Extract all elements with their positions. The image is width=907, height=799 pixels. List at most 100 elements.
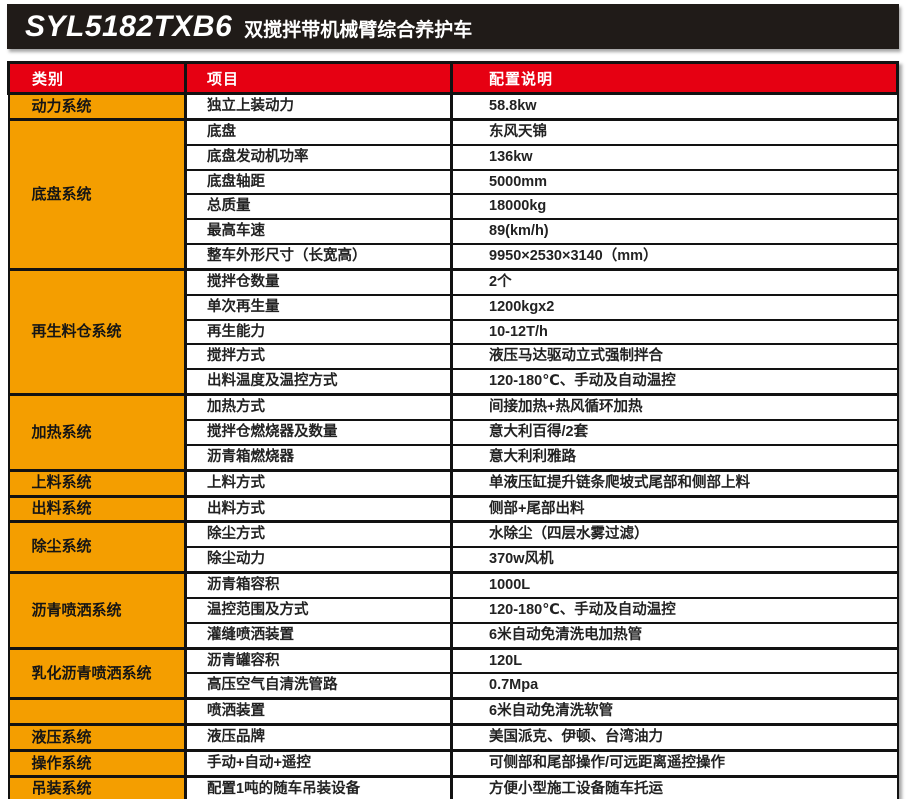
item-cell: 沥青箱容积 [184,571,453,599]
spec-row: 最高车速 89(km/h) [9,218,899,246]
spec-cell: 6米自动免清洗电加热管 [450,621,899,650]
spec-row: 总质量 18000kg [9,193,899,221]
category-cell: 吊装系统 [7,774,187,799]
item-cell: 搅拌仓数量 [184,267,453,296]
spec-cell: 10-12T/h [450,318,899,346]
spec-table-body: 动力系统 独立上装动力 58.8kw 底盘系统 底盘 东风天锦 底盘发动机功率 136kw 底盘… [7,92,899,799]
item-cell: 手动+自动+遥控 [184,748,453,778]
item-cell: 温控范围及方式 [184,596,453,624]
item-cell: 整车外形尺寸（长宽高） [184,243,453,271]
category-cell: 上料系统 [7,468,187,497]
spec-cell: 0.7Mpa [450,672,899,700]
category-cell: 动力系统 [7,92,187,121]
spec-row: 底盘发动机功率 136kw [9,143,899,171]
spec-cell: 18000kg [450,193,899,221]
item-cell: 最高车速 [184,218,453,246]
spec-row: 除尘动力 370w风机 [9,546,899,574]
spec-row: 出料温度及温控方式 120-180℃、手动及自动温控 [9,368,899,396]
item-cell: 再生能力 [184,318,453,346]
spec-cell: 意大利利雅路 [450,443,899,472]
item-cell: 出料温度及温控方式 [184,368,453,396]
item-cell: 高压空气自清洗管路 [184,672,453,700]
spec-cell: 89(km/h) [450,218,899,246]
item-cell: 加热方式 [184,393,453,421]
column-header-item: 项目 [184,61,453,95]
item-cell: 上料方式 [184,468,453,497]
spec-cell: 9950×2530×3140（mm） [450,243,899,271]
spec-cell: 120-180℃、手动及自动温控 [450,596,899,624]
spec-cell: 58.8kw [450,92,899,121]
category-cell: 操作系统 [7,748,187,778]
item-cell: 除尘方式 [184,520,453,549]
spec-cell: 液压马达驱动立式强制拌合 [450,343,899,371]
spec-row: 底盘轴距 5000mm [9,168,899,196]
spec-cell: 120-180℃、手动及自动温控 [450,368,899,396]
spec-row: 搅拌方式 液压马达驱动立式强制拌合 [9,343,899,371]
spec-cell: 可侧部和尾部操作/可远距离遥控操作 [450,748,899,778]
spec-row: 喷洒装置 6米自动免清洗软管 [7,697,899,726]
item-cell: 总质量 [184,193,453,221]
spec-cell: 间接加热+热风循环加热 [450,393,899,421]
item-cell: 底盘 [184,117,453,146]
item-cell: 底盘发动机功率 [184,143,453,171]
item-cell: 沥青罐容积 [184,646,453,675]
spec-row: 温控范围及方式 120-180℃、手动及自动温控 [9,596,899,624]
spec-cell: 水除尘（四层水雾过滤） [450,520,899,549]
category-cell: 液压系统 [7,723,187,752]
spec-cell: 120L [450,646,899,675]
spec-row: 灌缝喷洒装置 6米自动免清洗电加热管 [9,621,899,650]
spec-row: 底盘系统 底盘 东风天锦 [7,117,899,271]
spec-cell: 美国派克、伊顿、台湾油力 [450,723,899,752]
spec-cell: 东风天锦 [450,117,899,146]
spec-row: 整车外形尺寸（长宽高） 9950×2530×3140（mm） [9,243,899,271]
category-cell: 加热系统 [7,393,187,472]
spec-cell: 侧部+尾部出料 [450,494,899,523]
spec-row: 加热系统 加热方式 间接加热+热风循环加热 [7,393,899,472]
spec-cell: 1000L [450,571,899,599]
table-header-row: 类别 项目 配置说明 [7,61,899,95]
title-bar: SYL5182TXB6 双搅拌带机械臂综合养护车 [7,4,899,49]
spec-cell: 方便小型施工设备随车托运 [450,774,899,799]
spec-row: 吊装系统 配置1吨的随车吊装设备 方便小型施工设备随车托运 [7,774,899,799]
spec-row: 沥青箱燃烧器 意大利利雅路 [9,443,899,472]
item-cell: 搅拌仓燃烧器及数量 [184,418,453,446]
spec-row: 高压空气自清洗管路 0.7Mpa [9,672,899,700]
category-cell: 乳化沥青喷洒系统 [7,646,187,700]
item-cell: 灌缝喷洒装置 [184,621,453,650]
spec-row: 操作系统 手动+自动+遥控 可侧部和尾部操作/可远距离遥控操作 [7,748,899,778]
item-cell: 独立上装动力 [184,92,453,121]
item-cell: 沥青箱燃烧器 [184,443,453,472]
spec-row: 乳化沥青喷洒系统 沥青罐容积 120L [7,646,899,700]
item-cell: 配置1吨的随车吊装设备 [184,774,453,799]
vehicle-model-code: SYL5182TXB6 [25,9,233,43]
spec-row: 单次再生量 1200kgx2 [9,293,899,321]
spec-row: 再生能力 10-12T/h [9,318,899,346]
item-cell: 液压品牌 [184,723,453,752]
spec-row: 搅拌仓燃烧器及数量 意大利百得/2套 [9,418,899,446]
category-cell [7,697,187,726]
spec-cell: 1200kgx2 [450,293,899,321]
spec-table: 类别 项目 配置说明 动力系统 独立上装动力 58.8kw 底盘系统 底盘 东风天锦 底盘发… [7,61,899,799]
spec-row: 动力系统 独立上装动力 58.8kw [7,92,899,121]
category-cell: 沥青喷洒系统 [7,571,187,650]
spec-row: 再生料仓系统 搅拌仓数量 2个 [7,267,899,396]
spec-row: 除尘系统 除尘方式 水除尘（四层水雾过滤） [7,520,899,574]
category-cell: 除尘系统 [7,520,187,574]
column-header-category: 类别 [7,61,187,95]
spec-cell: 单液压缸提升链条爬坡式尾部和侧部上料 [450,468,899,497]
spec-cell: 6米自动免清洗软管 [450,697,899,726]
item-cell: 喷洒装置 [184,697,453,726]
item-cell: 单次再生量 [184,293,453,321]
item-cell: 除尘动力 [184,546,453,574]
spec-row: 沥青喷洒系统 沥青箱容积 1000L [7,571,899,650]
spec-cell: 136kw [450,143,899,171]
spec-cell: 370w风机 [450,546,899,574]
vehicle-name: 双搅拌带机械臂综合养护车 [244,19,473,41]
category-cell: 底盘系统 [7,117,187,271]
column-header-spec: 配置说明 [450,61,899,95]
item-cell: 搅拌方式 [184,343,453,371]
category-cell: 出料系统 [7,494,187,523]
spec-row: 液压系统 液压品牌 美国派克、伊顿、台湾油力 [7,723,899,752]
item-cell: 底盘轴距 [184,168,453,196]
